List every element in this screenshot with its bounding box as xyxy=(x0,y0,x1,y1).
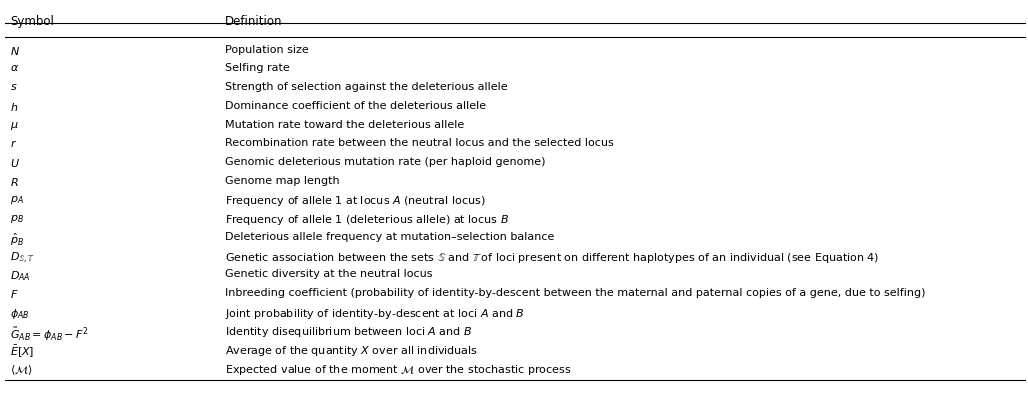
Text: Inbreeding coefficient (probability of identity-by-descent between the maternal : Inbreeding coefficient (probability of i… xyxy=(224,288,925,298)
Text: Mutation rate toward the deleterious allele: Mutation rate toward the deleterious all… xyxy=(224,120,464,130)
Text: $\tilde{G}_{AB} = \phi_{AB} - F^2$: $\tilde{G}_{AB} = \phi_{AB} - F^2$ xyxy=(10,326,88,343)
Text: Genetic association between the sets $\mathbb{S}$ and $\mathbb{T}$ of loci prese: Genetic association between the sets $\m… xyxy=(224,250,879,264)
Text: $p_B$: $p_B$ xyxy=(10,213,25,225)
Text: Genetic diversity at the neutral locus: Genetic diversity at the neutral locus xyxy=(224,269,432,279)
Text: Recombination rate between the neutral locus and the selected locus: Recombination rate between the neutral l… xyxy=(224,138,614,148)
Text: Joint probability of identity-by-descent at loci $A$ and $B$: Joint probability of identity-by-descent… xyxy=(224,307,524,321)
Text: $\mu$: $\mu$ xyxy=(10,120,19,132)
Text: $\alpha$: $\alpha$ xyxy=(10,63,20,73)
Text: $\phi_{AB}$: $\phi_{AB}$ xyxy=(10,307,30,321)
Text: Population size: Population size xyxy=(224,45,308,55)
Text: $F$: $F$ xyxy=(10,288,19,300)
Text: $\langle\mathcal{M}\rangle$: $\langle\mathcal{M}\rangle$ xyxy=(10,363,33,376)
Text: $s$: $s$ xyxy=(10,82,17,92)
Text: $R$: $R$ xyxy=(10,176,19,188)
Text: Dominance coefficient of the deleterious allele: Dominance coefficient of the deleterious… xyxy=(224,101,486,111)
Text: $D_{\mathbb{S},\mathbb{T}}$: $D_{\mathbb{S},\mathbb{T}}$ xyxy=(10,250,35,266)
Text: $p_A$: $p_A$ xyxy=(10,194,24,206)
Text: $\bar{E}[X]$: $\bar{E}[X]$ xyxy=(10,344,35,360)
Text: Genomic deleterious mutation rate (per haploid genome): Genomic deleterious mutation rate (per h… xyxy=(224,157,545,167)
Text: $h$: $h$ xyxy=(10,101,19,113)
Text: Selfing rate: Selfing rate xyxy=(224,63,289,73)
Text: Deleterious allele frequency at mutation–selection balance: Deleterious allele frequency at mutation… xyxy=(224,232,554,242)
Text: Identity disequilibrium between loci $A$ and $B$: Identity disequilibrium between loci $A$… xyxy=(224,326,472,340)
Text: $N$: $N$ xyxy=(10,45,21,57)
Text: Average of the quantity $X$ over all individuals: Average of the quantity $X$ over all ind… xyxy=(224,344,478,358)
Text: Symbol: Symbol xyxy=(10,15,54,28)
Text: Expected value of the moment $\mathcal{M}$ over the stochastic process: Expected value of the moment $\mathcal{M… xyxy=(224,363,572,377)
Text: $U$: $U$ xyxy=(10,157,21,169)
Text: Definition: Definition xyxy=(224,15,282,28)
Text: Frequency of allele 1 at locus $A$ (neutral locus): Frequency of allele 1 at locus $A$ (neut… xyxy=(224,194,485,208)
Text: $\hat{p}_B$: $\hat{p}_B$ xyxy=(10,232,25,248)
Text: Frequency of allele 1 (deleterious allele) at locus $B$: Frequency of allele 1 (deleterious allel… xyxy=(224,213,509,227)
Text: $r$: $r$ xyxy=(10,138,17,149)
Text: Genome map length: Genome map length xyxy=(224,176,339,186)
Text: Strength of selection against the deleterious allele: Strength of selection against the delete… xyxy=(224,82,507,92)
Text: $D_{AA}$: $D_{AA}$ xyxy=(10,269,31,283)
